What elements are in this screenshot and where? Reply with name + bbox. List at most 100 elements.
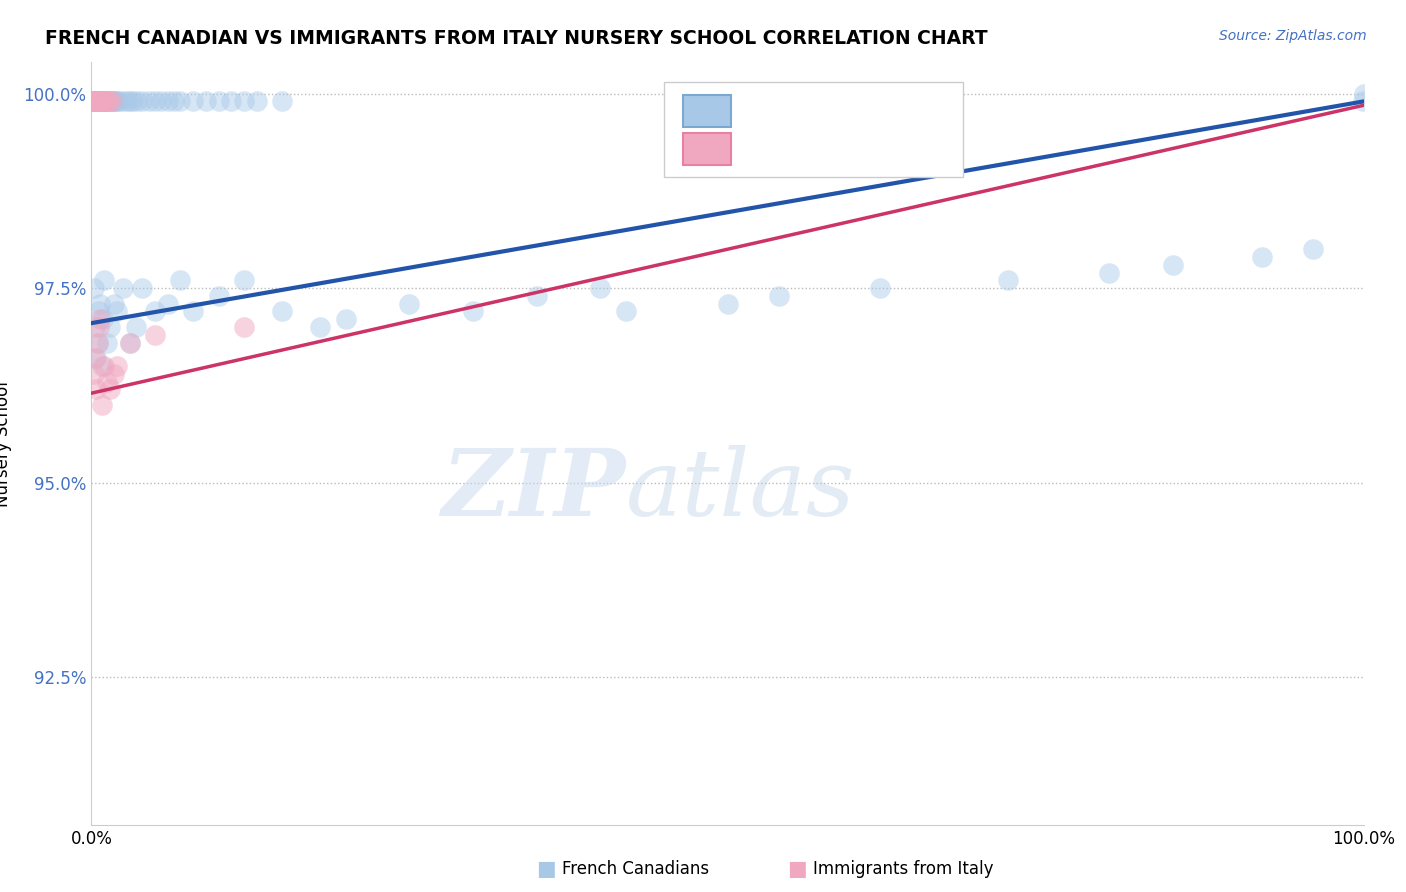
Point <box>91 95 114 109</box>
Text: 31: 31 <box>900 140 922 158</box>
Point <box>1251 250 1274 264</box>
Point <box>87 95 110 109</box>
Text: ZIP: ZIP <box>441 444 626 534</box>
Point <box>127 95 149 109</box>
Text: N =: N = <box>852 140 889 158</box>
Point <box>150 95 173 109</box>
Point <box>1353 87 1375 101</box>
Point <box>143 95 166 109</box>
Point <box>84 95 107 109</box>
Point <box>163 95 186 109</box>
Point <box>271 95 294 109</box>
Point <box>82 95 104 109</box>
Text: French Canadians: French Canadians <box>562 860 710 878</box>
Y-axis label: Nursery School: Nursery School <box>0 381 13 507</box>
Point <box>105 95 128 109</box>
FancyBboxPatch shape <box>683 95 731 128</box>
Point <box>143 304 166 318</box>
Point <box>87 335 110 350</box>
Point <box>91 95 114 109</box>
Point <box>87 335 110 350</box>
Point <box>143 327 166 342</box>
Text: ■: ■ <box>787 859 807 879</box>
Text: atlas: atlas <box>626 444 855 534</box>
Point <box>997 273 1019 287</box>
Point <box>104 95 127 109</box>
Point <box>90 95 112 109</box>
Point <box>86 351 108 366</box>
Point <box>98 95 121 109</box>
Point <box>169 273 191 287</box>
Point <box>398 296 420 310</box>
Point <box>1098 266 1121 280</box>
Point <box>83 95 105 109</box>
Point <box>156 296 179 310</box>
Point <box>84 95 107 109</box>
Point <box>82 95 104 109</box>
Point <box>100 382 122 396</box>
Point <box>233 273 256 287</box>
Point <box>108 95 131 109</box>
Point <box>131 281 153 295</box>
Point <box>86 95 108 109</box>
Point <box>87 95 110 109</box>
Point <box>100 95 122 109</box>
Point <box>96 95 118 109</box>
Point <box>87 95 110 109</box>
Point <box>93 95 115 109</box>
Point <box>84 320 107 334</box>
Point <box>87 95 110 109</box>
Point <box>83 95 105 109</box>
Point <box>112 95 135 109</box>
Point <box>84 95 107 109</box>
Point <box>90 95 112 109</box>
Point <box>122 95 145 109</box>
Point <box>309 320 332 334</box>
Point <box>716 296 740 310</box>
Point <box>118 95 141 109</box>
Text: Source: ZipAtlas.com: Source: ZipAtlas.com <box>1219 29 1367 43</box>
Point <box>98 95 121 109</box>
Point <box>112 281 135 295</box>
Point <box>100 320 122 334</box>
Point <box>91 312 114 326</box>
Point <box>526 289 548 303</box>
Point <box>169 95 191 109</box>
Point <box>208 289 231 303</box>
Text: FRENCH CANADIAN VS IMMIGRANTS FROM ITALY NURSERY SCHOOL CORRELATION CHART: FRENCH CANADIAN VS IMMIGRANTS FROM ITALY… <box>45 29 987 47</box>
Point <box>86 95 108 109</box>
Point <box>103 367 125 381</box>
Point <box>246 95 269 109</box>
Point <box>93 359 115 373</box>
Point <box>1302 242 1324 256</box>
Point <box>82 95 104 109</box>
Point <box>93 95 115 109</box>
Point <box>84 95 107 109</box>
Point <box>83 367 105 381</box>
Point <box>93 95 115 109</box>
Point <box>89 296 111 310</box>
Point <box>614 304 637 318</box>
Text: 91: 91 <box>900 102 922 120</box>
Text: 0.387: 0.387 <box>794 140 848 158</box>
Point <box>131 95 153 109</box>
Point <box>87 304 110 318</box>
Point <box>208 95 231 109</box>
Point <box>335 312 357 326</box>
Point <box>101 95 124 109</box>
Point <box>94 95 117 109</box>
Point <box>89 312 111 326</box>
Point <box>115 95 138 109</box>
Point <box>100 95 122 109</box>
Point <box>768 289 790 303</box>
Point <box>1351 95 1374 109</box>
Point <box>96 375 118 389</box>
Point <box>96 95 118 109</box>
Point <box>83 95 105 109</box>
Point <box>91 95 114 109</box>
Text: R =: R = <box>744 102 780 120</box>
Point <box>118 335 141 350</box>
Point <box>84 95 107 109</box>
Point <box>87 95 110 109</box>
Point <box>90 95 112 109</box>
